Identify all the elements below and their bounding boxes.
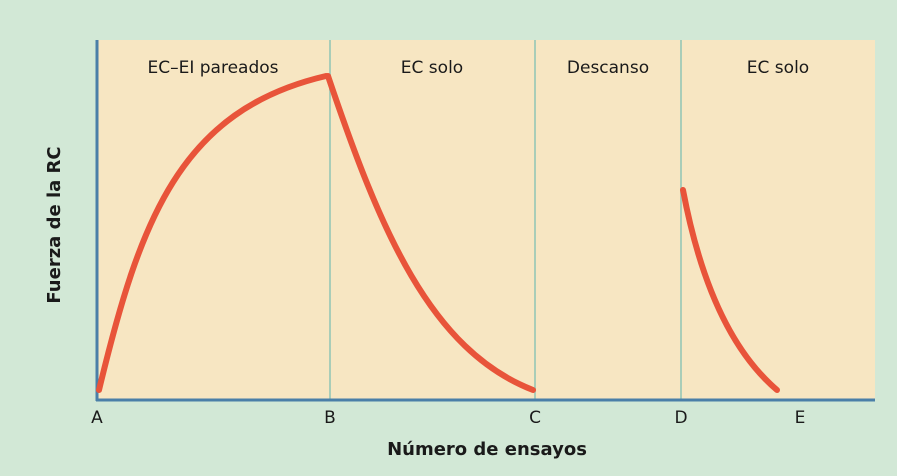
y-axis-label: Fuerza de la RC [44,146,65,303]
phase-label: EC–EI pareados [147,58,278,78]
axes [95,40,875,402]
phase-label: EC solo [747,58,809,78]
point-label: A [91,408,103,428]
acquisition-curve [96,73,329,393]
point-label: B [324,408,336,428]
plot-area [97,40,875,400]
phase-dividers [329,40,682,400]
point-label: D [674,408,687,428]
extinction-curve [325,73,536,393]
phase-label: EC solo [401,58,463,78]
recovery-curve [680,187,780,393]
x-axis-label: Número de ensayos [387,439,587,460]
point-label: E [795,408,806,428]
curves [96,73,780,393]
phase-label: Descanso [567,58,649,78]
point-label: C [529,408,541,428]
